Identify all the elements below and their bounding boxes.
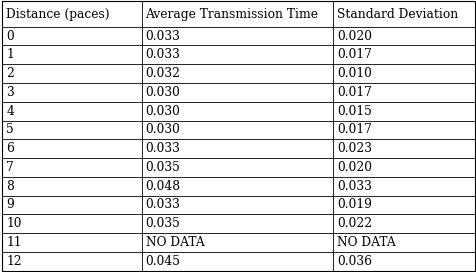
Text: 0.032: 0.032 [145, 67, 180, 80]
Text: 0.033: 0.033 [145, 142, 180, 155]
Text: 0.035: 0.035 [145, 161, 180, 174]
Text: 4: 4 [6, 105, 14, 118]
Text: 0.045: 0.045 [145, 255, 180, 268]
Text: 0.030: 0.030 [145, 86, 180, 99]
Text: 0.036: 0.036 [336, 255, 371, 268]
Text: 0.015: 0.015 [336, 105, 371, 118]
Text: Standard Deviation: Standard Deviation [336, 8, 457, 20]
Text: 3: 3 [6, 86, 14, 99]
Text: 0.017: 0.017 [336, 86, 371, 99]
Text: 0.035: 0.035 [145, 217, 180, 230]
Text: 7: 7 [6, 161, 14, 174]
Text: 11: 11 [6, 236, 21, 249]
Text: 0.030: 0.030 [145, 105, 180, 118]
Text: 0.017: 0.017 [336, 48, 371, 61]
Text: 0.019: 0.019 [336, 199, 371, 211]
Text: NO DATA: NO DATA [336, 236, 395, 249]
Text: Average Transmission Time: Average Transmission Time [145, 8, 318, 20]
Text: Distance (paces): Distance (paces) [6, 8, 109, 20]
Text: 5: 5 [6, 123, 14, 136]
Text: 2: 2 [6, 67, 14, 80]
Text: 10: 10 [6, 217, 21, 230]
Text: 12: 12 [6, 255, 22, 268]
Text: 0.033: 0.033 [145, 199, 180, 211]
Text: 0.020: 0.020 [336, 30, 371, 43]
Text: 0.023: 0.023 [336, 142, 371, 155]
Text: 0.033: 0.033 [145, 48, 180, 61]
Text: 9: 9 [6, 199, 14, 211]
Text: 0.022: 0.022 [336, 217, 371, 230]
Text: 0: 0 [6, 30, 14, 43]
Text: NO DATA: NO DATA [145, 236, 204, 249]
Text: 0.030: 0.030 [145, 123, 180, 136]
Text: 0.033: 0.033 [145, 30, 180, 43]
Text: 8: 8 [6, 180, 14, 193]
Text: 0.033: 0.033 [336, 180, 371, 193]
Text: 0.010: 0.010 [336, 67, 371, 80]
Text: 6: 6 [6, 142, 14, 155]
Text: 1: 1 [6, 48, 14, 61]
Text: 0.048: 0.048 [145, 180, 180, 193]
Text: 0.017: 0.017 [336, 123, 371, 136]
Text: 0.020: 0.020 [336, 161, 371, 174]
